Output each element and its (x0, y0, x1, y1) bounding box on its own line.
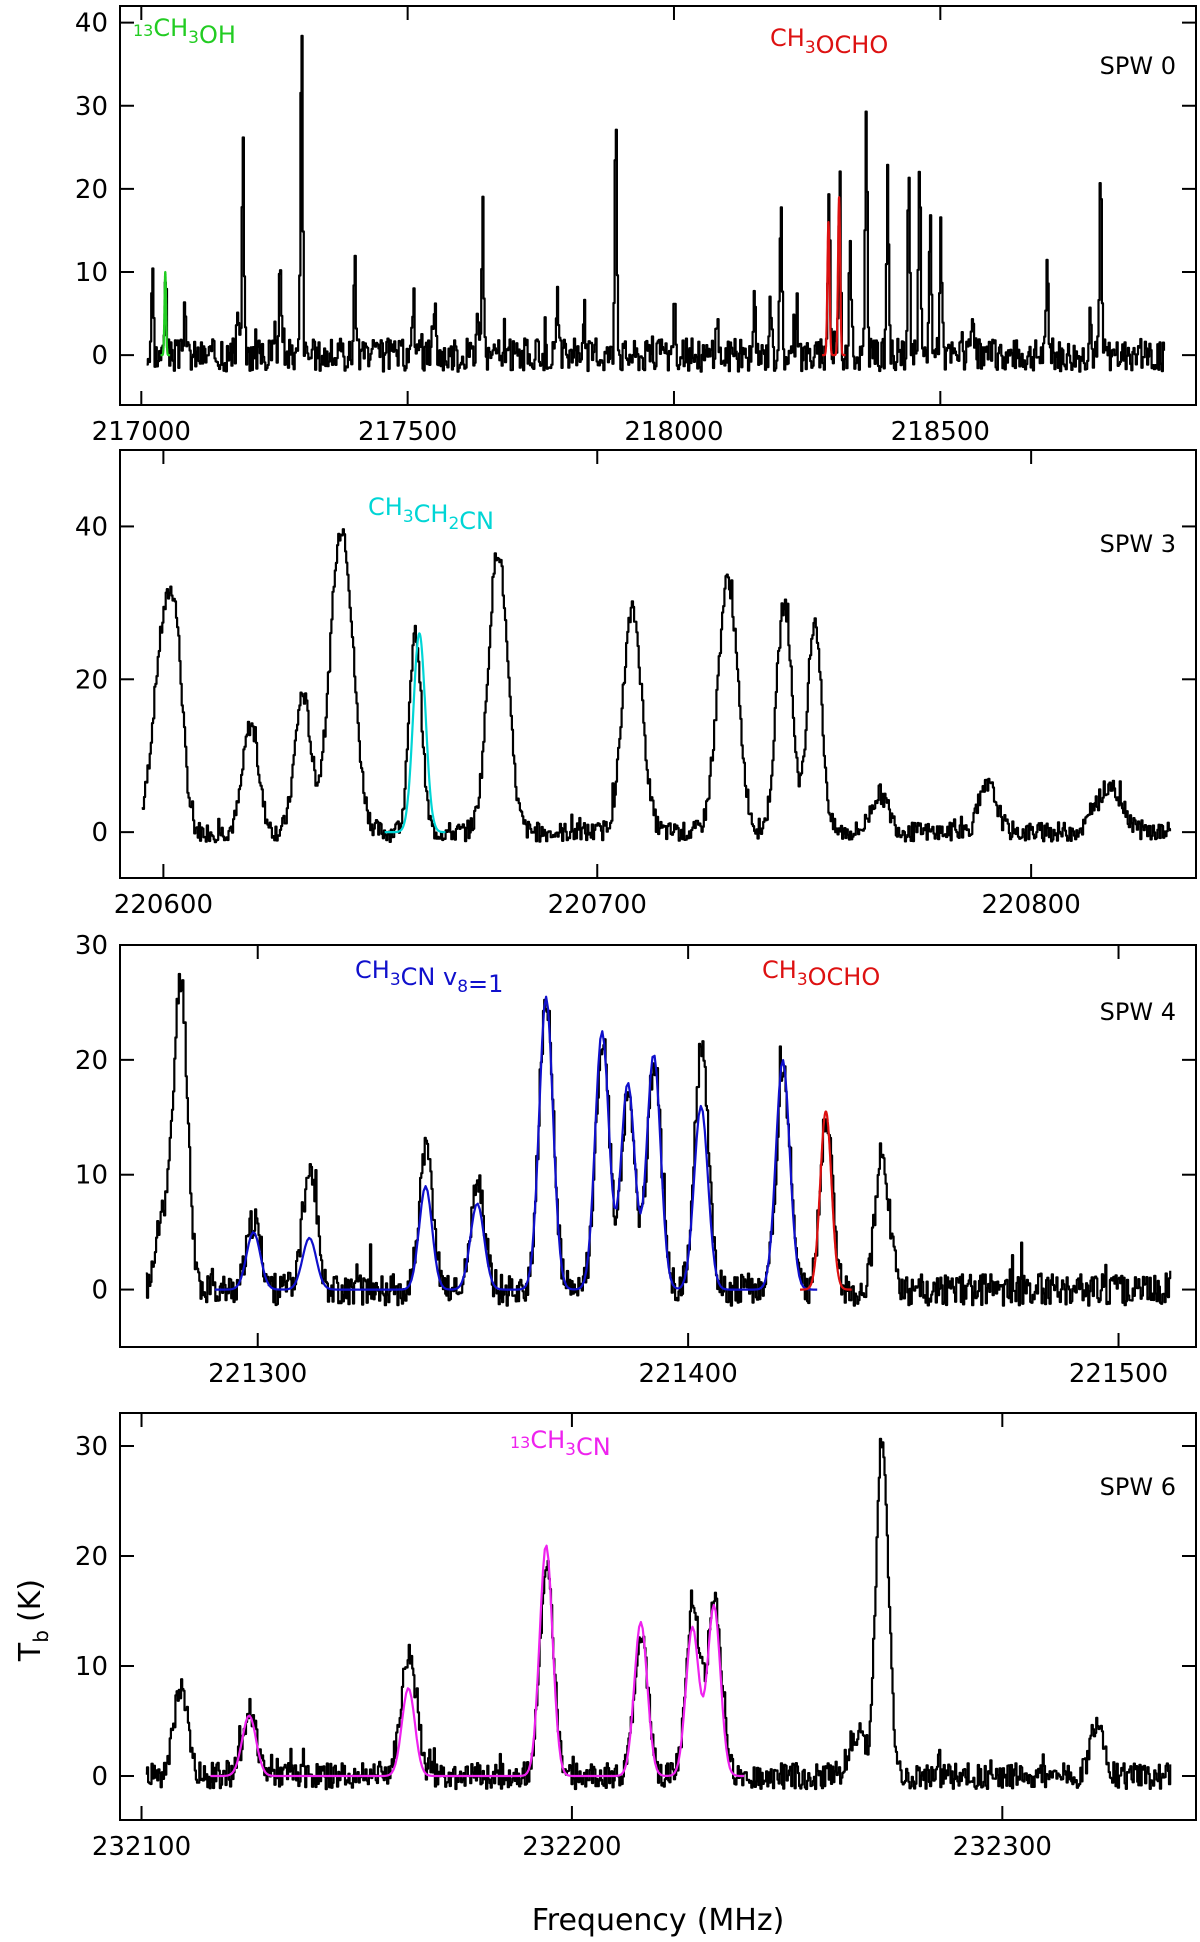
axis-ticks: 0 10 20 30 221300 221400 221500 (75, 931, 1196, 1389)
axis-ticks: 0 10 20 30 232100 232200 232300 (75, 1413, 1196, 1862)
panel-label: SPW 0 (1100, 52, 1176, 80)
spectrum-curves (145, 1437, 1172, 1791)
spectrum-curves (141, 528, 1172, 844)
panel-frame (119, 944, 1197, 1348)
y-tick-label: 10 (75, 258, 108, 288)
model-fit (383, 632, 447, 834)
x-tick-label: 220600 (114, 890, 213, 920)
observed-spectrum (146, 34, 1166, 373)
axis-ticks: 0 20 40 220600 220700 220800 (75, 450, 1196, 920)
panel-frame (119, 5, 1197, 406)
y-tick-label: 20 (75, 665, 108, 695)
y-tick-label: 20 (75, 1046, 108, 1076)
y-tick-label: 20 (75, 1542, 108, 1572)
y-tick-label: 30 (75, 1432, 108, 1462)
model-fit (821, 196, 847, 357)
species-label-13ch3cn: 13CH3CN (510, 1426, 611, 1461)
species-label-ch3cn-v8: CH3CN v8=1 (355, 956, 503, 998)
x-tick-label: 217000 (92, 417, 191, 447)
x-tick-label: 221400 (638, 1359, 737, 1389)
spectrum-curves (146, 34, 1166, 373)
y-tick-label: 10 (75, 1652, 108, 1682)
y-tick-label: 0 (91, 1762, 108, 1792)
x-tick-label: 221500 (1069, 1359, 1168, 1389)
y-tick-label: 40 (75, 9, 108, 39)
panel-label: SPW 3 (1100, 530, 1176, 558)
x-tick-label: 217500 (358, 417, 457, 447)
species-label-ch3ocho: CH3OCHO (762, 956, 880, 991)
panel-label: SPW 4 (1100, 998, 1176, 1026)
y-tick-label: 40 (75, 512, 108, 542)
y-tick-label: 30 (75, 931, 108, 961)
x-tick-label: 220800 (981, 890, 1080, 920)
axis-ticks: 0 10 20 30 40 217000 217500 218000 218500 (75, 6, 1196, 447)
model-fit (159, 270, 172, 357)
x-tick-label: 218500 (891, 417, 990, 447)
panel-spw3: 0 20 40 220600 220700 220800 SPW 3 CH3CH2CN (75, 449, 1197, 920)
x-axis-title: Frequency (MHz) (532, 1903, 785, 1938)
model-fit (214, 995, 818, 1291)
species-label-ch3ocho: CH3OCHO (770, 24, 888, 59)
y-tick-label: 0 (91, 1276, 108, 1306)
observed-spectrum (141, 528, 1172, 844)
panel-frame (119, 449, 1197, 879)
species-label-ch3ch2cn: CH3CH2CN (368, 493, 494, 535)
panel-frame (119, 1412, 1197, 1821)
y-axis-title: Tb(K) (13, 1579, 53, 1662)
panel-spw4: 0 10 20 30 221300 221400 221500 SPW 4 CH3CN v8… (75, 931, 1197, 1389)
y-tick-label: 0 (91, 818, 108, 848)
y-tick-label: 0 (91, 341, 108, 371)
panel-label: SPW 6 (1100, 1473, 1176, 1501)
x-tick-label: 232200 (522, 1832, 621, 1862)
y-tick-label: 20 (75, 175, 108, 205)
x-tick-label: 232300 (953, 1832, 1052, 1862)
x-tick-label: 220700 (548, 890, 647, 920)
x-tick-label: 218000 (624, 417, 723, 447)
panel-spw6: 0 10 20 30 232100 232200 232300 SPW 6 13CH3CN (75, 1412, 1197, 1862)
x-tick-label: 232100 (92, 1832, 191, 1862)
model-fit (210, 1544, 745, 1778)
species-label-13ch3oh: 13CH3OH (133, 14, 236, 49)
model-fit (799, 1110, 853, 1291)
x-tick-label: 221300 (208, 1359, 307, 1389)
observed-spectrum (145, 972, 1172, 1307)
y-tick-label: 30 (75, 92, 108, 122)
y-tick-label: 10 (75, 1161, 108, 1191)
observed-spectrum (145, 1437, 1172, 1791)
spectrum-curves (145, 972, 1172, 1307)
